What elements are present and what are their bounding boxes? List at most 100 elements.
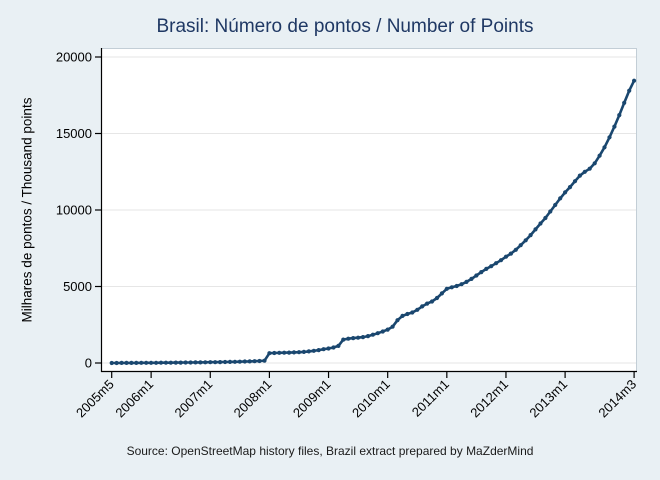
data-point: [193, 360, 198, 365]
data-point: [390, 324, 395, 329]
data-point: [563, 190, 568, 195]
data-point: [114, 360, 119, 366]
data-point: [336, 343, 341, 348]
data-point: [109, 360, 114, 366]
data-point: [622, 100, 627, 105]
data-point: [370, 332, 375, 337]
data-point: [134, 360, 139, 365]
data-point: [316, 348, 321, 353]
x-tick-label: 2009m1: [290, 377, 334, 421]
data-point: [538, 221, 543, 226]
data-point: [587, 166, 592, 171]
data-point: [597, 153, 602, 158]
data-point: [154, 360, 159, 365]
data-point: [449, 285, 454, 290]
data-point: [612, 124, 617, 129]
data-point: [326, 346, 331, 351]
y-tick-label: 15000: [56, 126, 92, 141]
data-point: [351, 336, 356, 341]
data-point: [469, 276, 474, 281]
data-point: [208, 360, 213, 365]
data-point: [272, 350, 277, 356]
data-point: [257, 358, 262, 364]
data-point: [380, 329, 385, 334]
y-tick-label: 20000: [56, 50, 92, 65]
data-point: [513, 247, 518, 252]
x-tick-label: 2012m1: [467, 377, 511, 421]
data-point: [444, 286, 449, 291]
x-tick-label: 2006m1: [112, 377, 156, 421]
data-point: [632, 78, 637, 83]
data-point: [567, 185, 573, 190]
data-point: [553, 202, 558, 208]
data-point: [237, 359, 242, 364]
data-point: [459, 282, 464, 287]
data-point: [425, 301, 430, 306]
data-point: [360, 335, 366, 340]
data-point: [528, 233, 533, 238]
data-point: [607, 135, 612, 140]
data-point: [129, 360, 134, 365]
data-point: [168, 360, 173, 365]
data-point: [242, 359, 247, 364]
y-tick-label: 0: [85, 356, 92, 371]
data-point: [592, 161, 597, 166]
data-point: [602, 145, 607, 150]
data-point: [178, 360, 183, 365]
data-point: [400, 313, 405, 318]
data-point: [252, 359, 257, 364]
data-point: [434, 295, 440, 301]
data-point: [489, 264, 494, 269]
data-point: [617, 113, 622, 118]
data-point: [311, 348, 316, 353]
data-point: [572, 179, 578, 184]
x-tick-label: 2014m3: [595, 377, 639, 421]
data-point: [144, 360, 149, 365]
data-point: [415, 307, 420, 312]
data-point: [287, 350, 292, 355]
x-tick-label: 2011m1: [409, 377, 452, 420]
data-point: [356, 335, 361, 340]
data-point: [508, 251, 513, 256]
data-point: [119, 360, 124, 365]
data-point: [331, 345, 336, 350]
data-point: [124, 360, 129, 365]
data-point: [375, 331, 380, 336]
data-point: [198, 360, 203, 365]
source-caption: Source: OpenStreetMap history files, Bra…: [126, 444, 534, 458]
data-point: [464, 279, 469, 284]
data-point: [627, 88, 632, 93]
x-tick-label: 2013m1: [526, 377, 570, 421]
data-point: [523, 238, 528, 243]
data-point: [385, 327, 390, 332]
data-point: [533, 227, 538, 232]
data-point: [223, 359, 228, 365]
data-point: [282, 350, 287, 355]
data-point: [163, 360, 168, 365]
y-tick-label: 5000: [63, 279, 92, 294]
x-tick-label: 2007m1: [172, 377, 216, 421]
data-point: [203, 360, 208, 365]
data-point: [227, 359, 233, 364]
data-point: [341, 337, 346, 342]
data-point: [213, 360, 218, 365]
data-point: [346, 336, 351, 341]
data-point: [183, 360, 188, 365]
data-point: [405, 311, 410, 317]
data-point: [503, 254, 509, 259]
data-point: [429, 299, 435, 304]
data-point: [321, 347, 326, 352]
data-point: [232, 359, 237, 364]
data-point: [484, 266, 489, 271]
y-tick-label: 10000: [56, 203, 92, 218]
data-point: [543, 215, 548, 221]
data-point: [410, 310, 415, 315]
data-point: [454, 283, 459, 289]
data-point: [188, 360, 193, 365]
data-point: [365, 334, 371, 339]
data-point: [247, 359, 252, 364]
chart-title: Brasil: Número de pontos / Number of Poi…: [156, 16, 534, 37]
data-point: [558, 196, 563, 201]
